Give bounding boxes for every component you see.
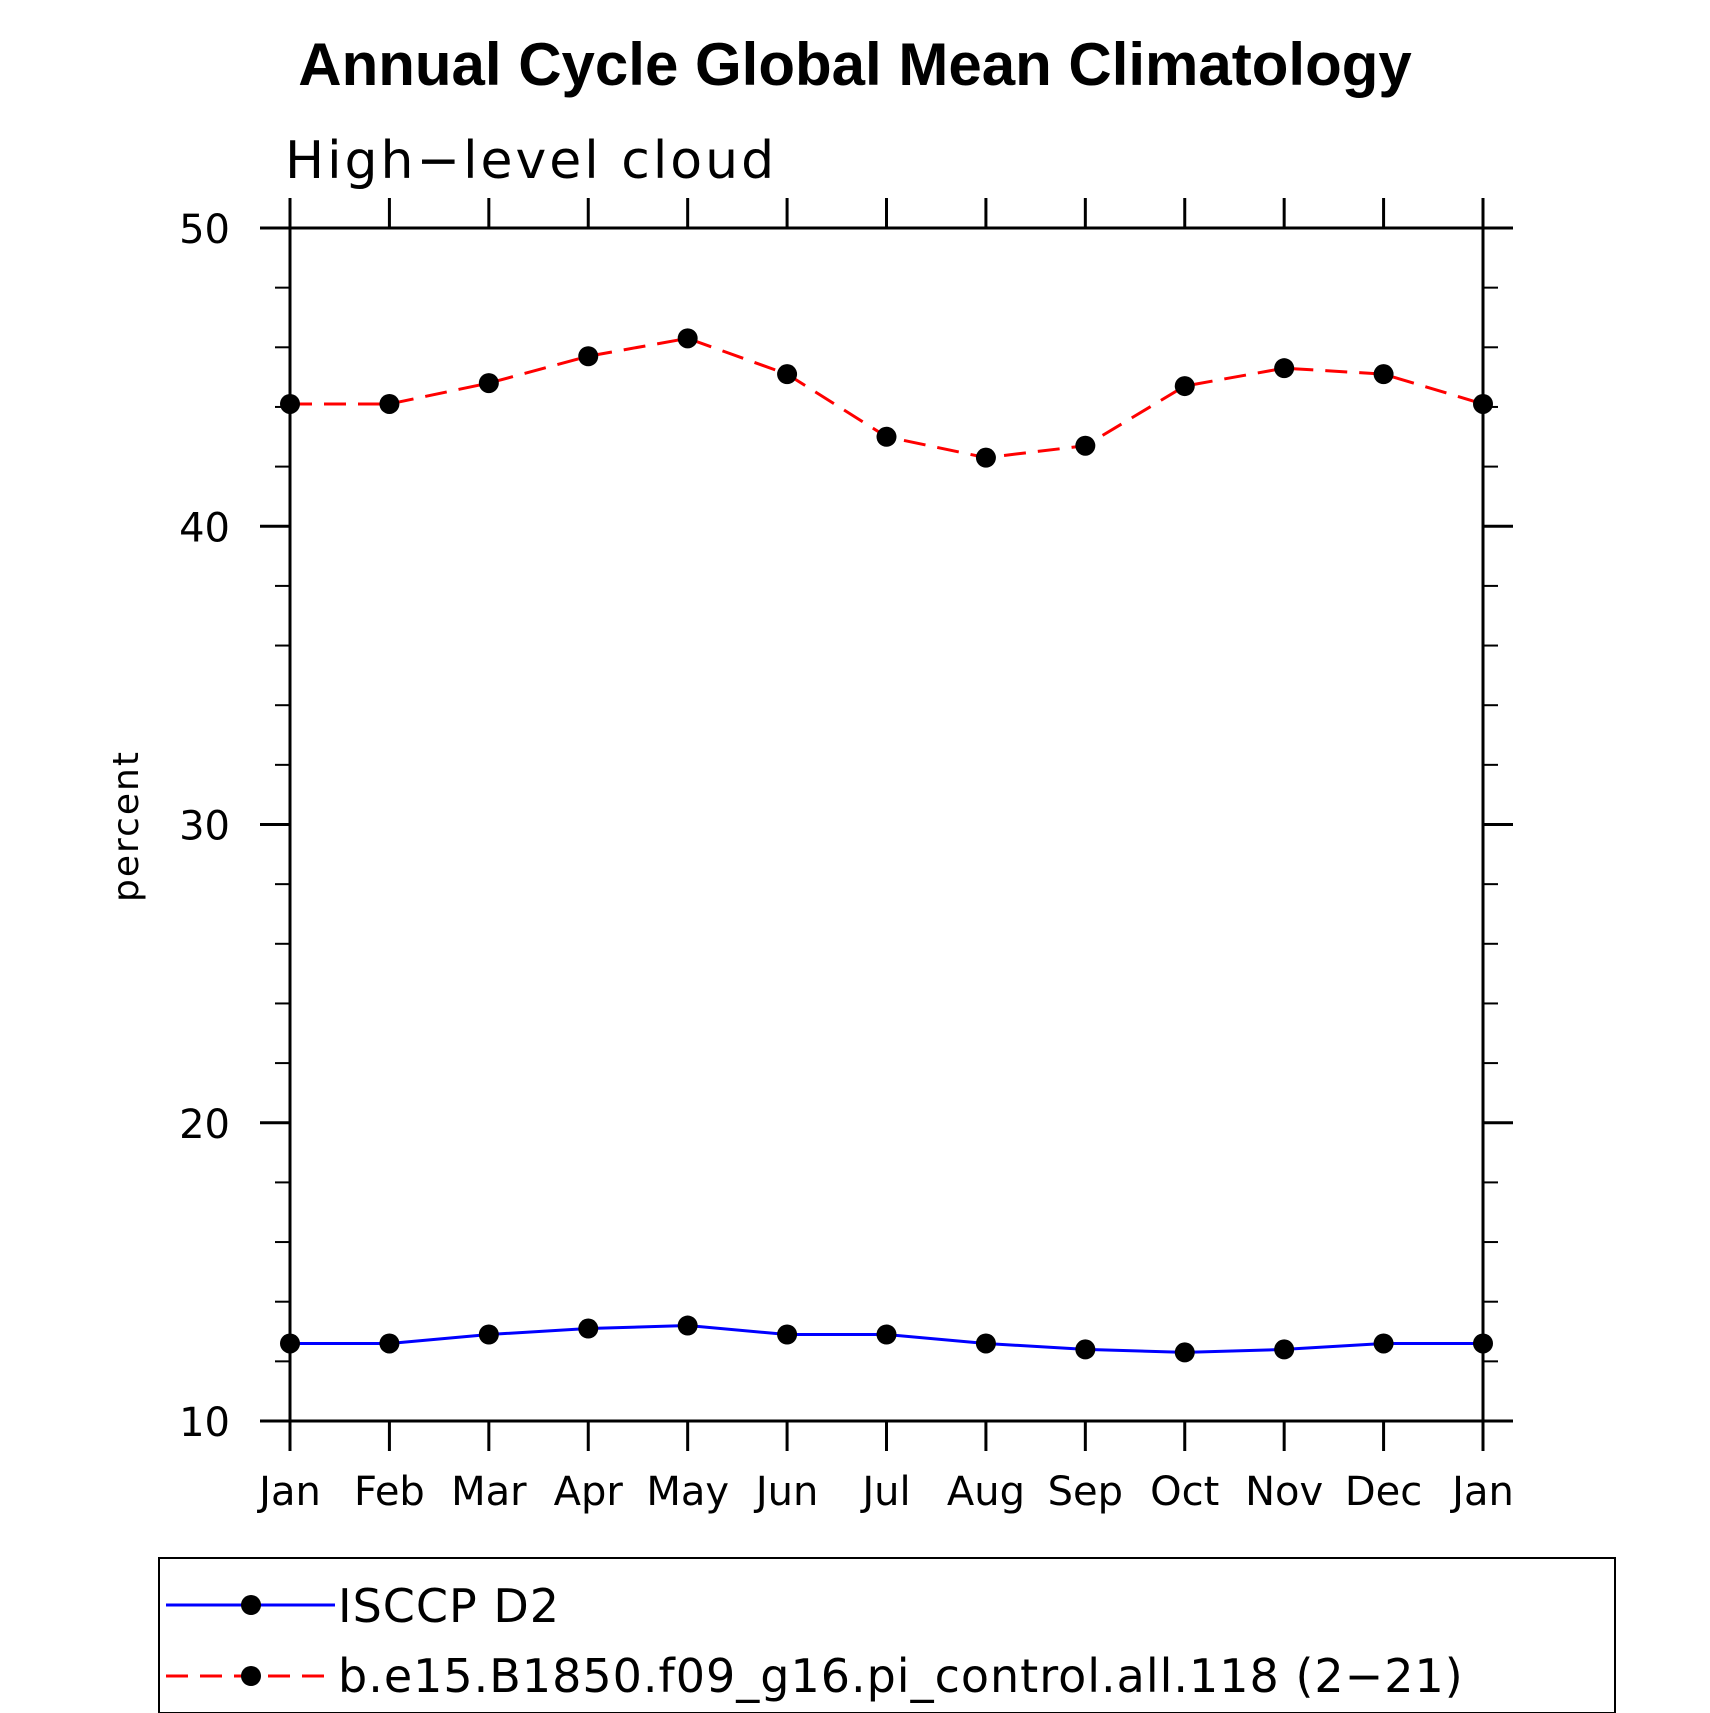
plot-frame	[288, 226, 1485, 1423]
y-axis-label: percent	[106, 750, 147, 902]
series-1-point	[677, 328, 698, 349]
y-tick-label: 50	[179, 207, 230, 253]
x-tick-label: Jan	[1449, 1469, 1514, 1515]
y-tick-label: 30	[179, 804, 230, 850]
series-0-point	[777, 1324, 798, 1345]
legend-label-isccp-d2: ISCCP D2	[338, 1579, 560, 1633]
series-1-point	[1274, 358, 1295, 379]
x-tick-label: Jul	[859, 1469, 910, 1515]
legend-marker-0	[241, 1595, 261, 1615]
series-1-point	[578, 346, 599, 367]
legend-marker-1	[241, 1666, 261, 1686]
y-tick-label: 10	[179, 1400, 230, 1446]
series-0-point	[578, 1318, 599, 1339]
series-0-point	[379, 1333, 400, 1354]
series-1-point	[777, 364, 798, 385]
series-layer	[280, 328, 1493, 1363]
x-tick-label: Nov	[1245, 1469, 1323, 1515]
legend: ISCCP D2 b.e15.B1850.f09_g16.pi_control.…	[158, 1557, 1616, 1713]
series-0-point	[280, 1333, 300, 1354]
x-tick-label: May	[646, 1469, 729, 1515]
series-0-point	[677, 1315, 698, 1336]
series-1-point	[379, 393, 400, 414]
legend-box	[158, 1557, 1616, 1713]
x-tick-label: Sep	[1048, 1469, 1123, 1515]
series-1-point	[975, 447, 996, 468]
axes: Jan Feb Mar Apr May Jun Jul Aug Sep Oct Nov Dec Jan 1…	[179, 198, 1514, 1515]
series-0-point	[1274, 1339, 1295, 1360]
x-tick-label: Apr	[554, 1469, 624, 1515]
series-0-point	[1373, 1333, 1394, 1354]
series-0-point	[1473, 1333, 1493, 1354]
series-0-point	[1075, 1339, 1096, 1360]
x-tick-label: Dec	[1345, 1469, 1422, 1515]
x-tick-label: Oct	[1150, 1469, 1219, 1515]
series-1-point	[1174, 376, 1195, 397]
x-tick-label: Jan	[256, 1469, 321, 1515]
series-0-point	[1174, 1342, 1195, 1363]
chart-title: Annual Cycle Global Mean Climatology	[298, 31, 1412, 98]
y-tick-label: 40	[179, 505, 230, 551]
legend-label-model-run: b.e15.B1850.f09_g16.pi_control.all.118 (…	[338, 1649, 1464, 1703]
y-tick-label: 20	[179, 1102, 230, 1148]
series-0-point	[478, 1324, 499, 1345]
x-tick-label: Feb	[354, 1469, 425, 1515]
series-1-point	[876, 426, 897, 447]
series-0-point	[876, 1324, 897, 1345]
series-1-point	[1373, 364, 1394, 385]
x-tick-label: Jun	[753, 1469, 819, 1515]
series-1-point	[280, 393, 300, 414]
chart-subtitle: High−level cloud	[285, 131, 777, 191]
series-1-point	[1473, 393, 1493, 414]
series-0-point	[975, 1333, 996, 1354]
series-1-point	[1075, 435, 1096, 456]
series-1-point	[478, 373, 499, 394]
x-tick-label: Aug	[947, 1469, 1025, 1515]
x-tick-label: Mar	[451, 1469, 527, 1515]
